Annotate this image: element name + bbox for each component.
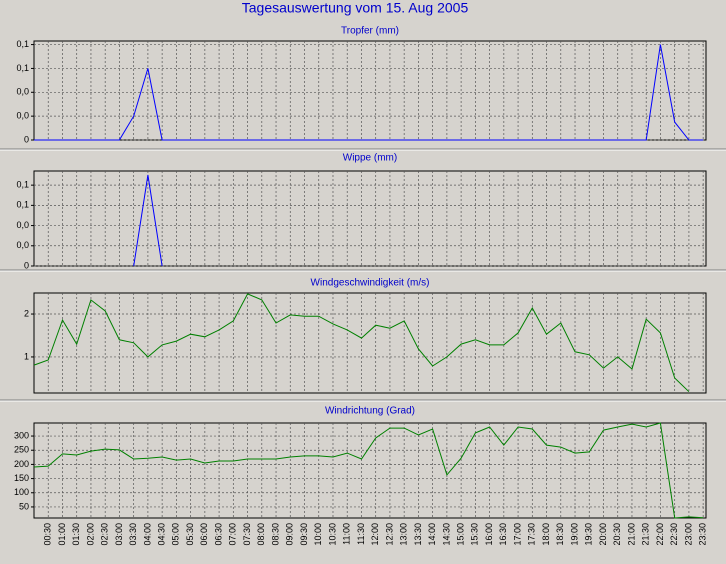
x-tick-label: 23:30 <box>698 523 708 546</box>
y-tick-label: 0,0 <box>16 87 29 97</box>
y-tick-label: 0 <box>24 260 29 270</box>
y-tick-label: 150 <box>14 473 29 483</box>
x-tick-label: 16:00 <box>484 523 494 546</box>
x-tick-label: 10:00 <box>313 523 323 546</box>
x-tick-label: 15:00 <box>455 523 465 546</box>
x-tick-label: 13:00 <box>399 523 409 546</box>
x-tick-label: 18:30 <box>555 523 565 546</box>
x-tick-label: 07:00 <box>228 523 238 546</box>
x-tick-label: 03:00 <box>114 523 124 546</box>
y-tick-label: 50 <box>19 501 29 511</box>
x-tick-label: 19:30 <box>584 523 594 546</box>
page-title: Tagesauswertung vom 15. Aug 2005 <box>242 0 469 16</box>
x-tick-label: 03:30 <box>128 523 138 546</box>
y-tick-label: 0,1 <box>16 180 29 190</box>
x-tick-label: 17:00 <box>512 523 522 546</box>
x-tick-label: 08:30 <box>270 523 280 546</box>
y-tick-label: 0,1 <box>16 200 29 210</box>
x-tick-label: 11:00 <box>342 523 352 545</box>
x-tick-label: 05:00 <box>171 523 181 546</box>
y-tick-label: 0,1 <box>16 39 29 49</box>
x-tick-label: 14:00 <box>427 523 437 546</box>
x-tick-label: 07:30 <box>242 523 252 546</box>
y-tick-label: 0,0 <box>16 240 29 250</box>
x-tick-label: 10:30 <box>327 523 337 546</box>
y-tick-label: 250 <box>14 445 29 455</box>
subplot-title: Tropfer (mm) <box>341 26 399 37</box>
y-tick-label: 200 <box>14 459 29 469</box>
subplot-title: Windgeschwindigkeit (m/s) <box>311 278 430 289</box>
x-tick-label: 12:30 <box>384 523 394 546</box>
x-tick-label: 02:30 <box>100 523 110 546</box>
x-tick-label: 09:00 <box>285 523 295 546</box>
x-tick-label: 06:30 <box>213 523 223 546</box>
data-line <box>33 422 704 519</box>
x-tick-label: 23:00 <box>683 523 693 546</box>
x-tick-label: 12:00 <box>370 523 380 546</box>
x-tick-label: 05:30 <box>185 523 195 546</box>
x-tick-label: 01:00 <box>57 523 67 546</box>
subplot-title: Wippe (mm) <box>343 153 397 164</box>
y-tick-label: 0,0 <box>16 220 29 230</box>
x-tick-label: 22:00 <box>655 523 665 546</box>
y-tick-label: 0 <box>24 134 29 144</box>
x-tick-label: 02:00 <box>85 523 95 546</box>
x-tick-label: 11:30 <box>356 523 366 545</box>
x-tick-label: 00:30 <box>43 523 53 546</box>
x-tick-label: 15:30 <box>470 523 480 546</box>
x-tick-label: 20:30 <box>612 523 622 546</box>
x-tick-label: 18:00 <box>541 523 551 546</box>
plot-area <box>33 422 707 519</box>
x-tick-label: 09:30 <box>299 523 309 546</box>
x-tick-label: 08:00 <box>256 523 266 546</box>
y-tick-label: 100 <box>14 487 29 497</box>
x-tick-label: 20:00 <box>598 523 608 546</box>
x-tick-label: 14:30 <box>441 523 451 546</box>
x-tick-label: 16:30 <box>498 523 508 546</box>
x-tick-label: 21:00 <box>626 523 636 546</box>
plot-area <box>33 292 707 394</box>
x-tick-label: 22:30 <box>669 523 679 546</box>
y-tick-label: 1 <box>24 351 29 361</box>
x-tick-label: 06:00 <box>199 523 209 546</box>
y-tick-label: 2 <box>24 308 29 318</box>
data-line <box>33 293 690 393</box>
x-tick-label: 01:30 <box>71 523 81 546</box>
x-tick-label: 21:30 <box>641 523 651 546</box>
x-tick-label: 17:30 <box>527 523 537 546</box>
y-tick-label: 0,1 <box>16 63 29 73</box>
x-tick-label: 13:30 <box>413 523 423 546</box>
data-line <box>34 44 704 141</box>
x-tick-label: 04:00 <box>142 523 152 546</box>
x-tick-label: 04:30 <box>157 523 167 546</box>
data-line <box>133 174 163 267</box>
subplot-title: Windrichtung (Grad) <box>325 406 415 417</box>
y-tick-label: 0,0 <box>16 111 29 121</box>
x-tick-label: 19:00 <box>569 523 579 546</box>
y-tick-label: 300 <box>14 430 29 440</box>
